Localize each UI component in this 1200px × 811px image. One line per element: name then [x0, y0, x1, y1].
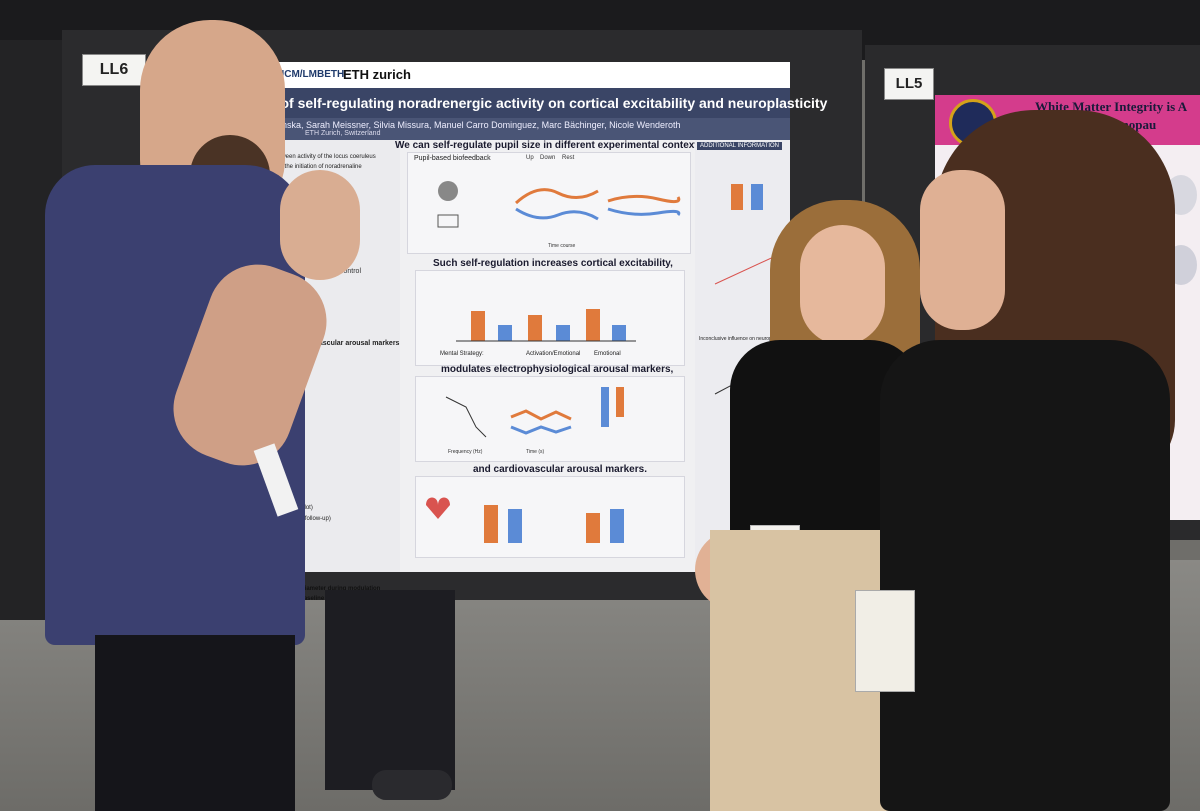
biofeedback-heading: Pupil-based biofeedback	[414, 155, 491, 162]
left-note-6: N=4/4 (follow-up)	[285, 516, 331, 522]
mental-strategy-label: Mental Strategy:	[440, 351, 484, 357]
section-excitability: Such self-regulation increases cortical …	[433, 258, 673, 269]
background-shoe	[372, 770, 452, 800]
background-person-legs	[325, 590, 455, 790]
feedback-down: Down	[540, 155, 556, 161]
axis-time-course: Time course	[548, 243, 576, 249]
left-note-3: control	[340, 268, 362, 275]
excitability-bars	[456, 309, 636, 342]
presenter-pants	[95, 635, 295, 811]
condition-emotional: Emotional	[594, 351, 621, 357]
additional-info-heading: ADDITIONAL INFORMATION	[697, 142, 783, 150]
right-jacket	[880, 340, 1170, 811]
legend-pupil-during: pupil diameter during modulation	[285, 586, 381, 592]
right-badge	[855, 590, 915, 692]
right-face	[920, 170, 1005, 330]
authors-band: pinska, Sarah Meissner, Silvia Missura, …	[215, 118, 790, 140]
center-face	[800, 225, 885, 345]
poster-title: ce of self-regulating noradrenergic acti…	[261, 95, 828, 111]
left-note-1: between activity of the locus coeruleus	[273, 154, 376, 160]
plasticity-note: Inconclusive influence on neuroplasticit…	[699, 336, 789, 342]
booth-label-ll6: LL6	[82, 54, 146, 86]
booth-label-ll5: LL5	[884, 68, 934, 100]
condition-activation: Activation/Emotional	[526, 351, 581, 357]
axis-frequency: Frequency (Hz)	[448, 449, 483, 455]
cardio-bars	[426, 497, 624, 543]
logo-eth: ETH zurich	[343, 67, 411, 82]
poster-header: NCM/LMBETH ETH zurich	[215, 62, 790, 89]
logo-ncm: NCM/LMBETH	[277, 69, 345, 80]
presenter-person	[40, 15, 370, 811]
electrophys-plots	[445, 387, 624, 438]
pupil-timecourse-plot	[437, 181, 681, 228]
axis-time: Time (s)	[526, 449, 545, 455]
poster-title-band: ce of self-regulating noradrenergic acti…	[215, 88, 827, 118]
electrophys-panel: Frequency (Hz) Time (s)	[415, 376, 685, 462]
section-cardiovascular: and cardiovascular arousal markers.	[473, 464, 647, 475]
right-listener	[855, 110, 1200, 811]
poster-headline: We can self-regulate pupil size in diffe…	[395, 140, 704, 151]
left-note-4: vascular arousal markers	[315, 340, 400, 347]
feedback-up: Up	[526, 155, 534, 161]
poster-authors: pinska, Sarah Meissner, Silvia Missura, …	[275, 120, 681, 130]
excitability-panel: Mental Strategy: Activation/Emotional Em…	[415, 270, 685, 366]
poster-affiliation: ETH Zurich, Switzerland	[305, 130, 381, 137]
presenter-hand	[280, 170, 360, 280]
cardio-panel	[415, 476, 685, 558]
additional-info-plots	[714, 184, 781, 395]
biofeedback-panel: Pupil-based biofeedback Up Down Rest Tim…	[407, 152, 691, 254]
feedback-rest: Rest	[562, 155, 575, 161]
section-electrophysiology: modulates electrophysiological arousal m…	[441, 364, 674, 375]
left-note-2: and the initiation of noradrenaline	[273, 164, 362, 170]
